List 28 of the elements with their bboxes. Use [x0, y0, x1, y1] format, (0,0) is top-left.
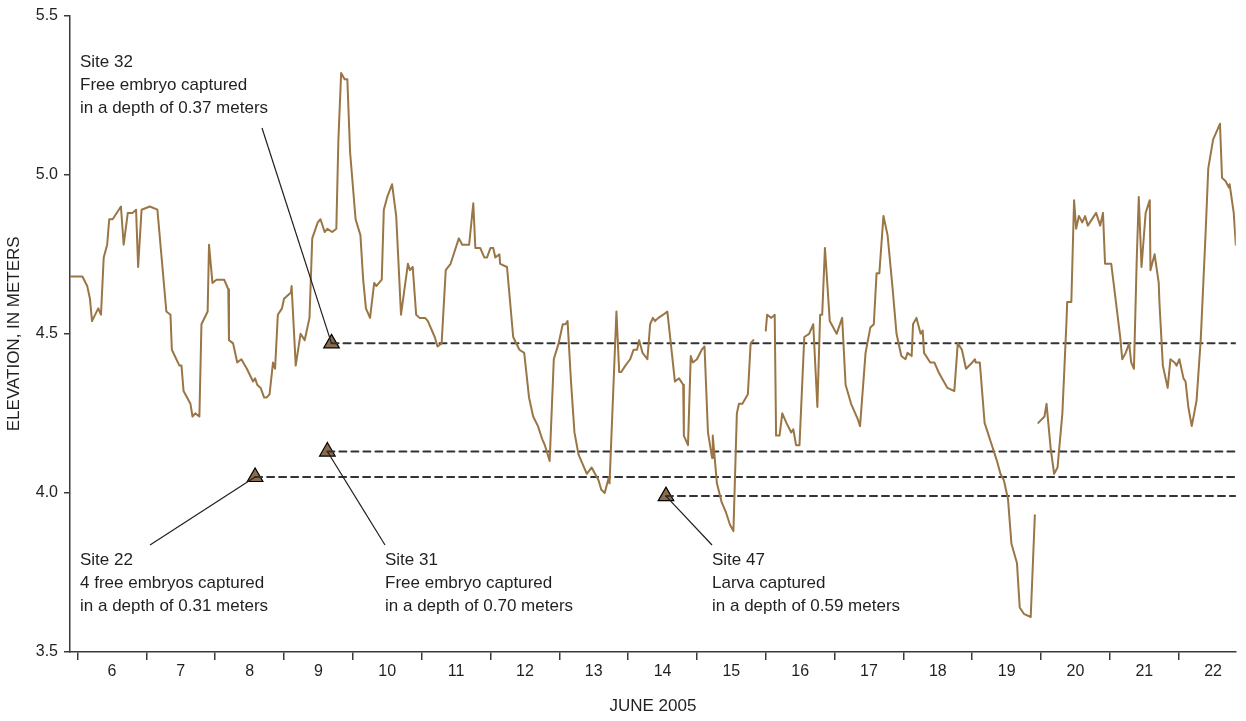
x-tick-label: 16 [791, 662, 810, 680]
x-tick-label: 14 [653, 662, 672, 680]
x-tick-label: 11 [447, 662, 465, 680]
x-tick-label: 21 [1135, 662, 1154, 680]
x-tick-label: 8 [245, 662, 255, 680]
x-tick-label: 17 [860, 662, 878, 680]
x-tick-label: 12 [516, 662, 534, 680]
y-tick-label: 5.0 [35, 165, 59, 183]
x-tick-label: 6 [107, 662, 117, 680]
y-tick-label: 4.0 [35, 483, 59, 501]
x-tick-label: 22 [1204, 662, 1223, 680]
x-tick-label: 9 [313, 662, 323, 680]
x-tick-label: 20 [1066, 662, 1085, 680]
annotation: Site 32 Free embryo captured in a depth of 0.37 meters [80, 51, 269, 117]
x-tick-label: 15 [722, 662, 741, 680]
y-tick-label: 3.5 [35, 642, 59, 660]
annotation: Site 31 Free embryo captured in a depth of 0.70 meters [385, 549, 574, 615]
y-tick-label: 5.5 [35, 6, 59, 24]
annotation: Site 47 Larva captured in a depth of 0.59 meters [712, 549, 901, 615]
y-tick-label: 4.5 [35, 324, 59, 342]
y-axis-title: ELEVATION, IN METERS [3, 236, 23, 432]
x-tick-label: 18 [928, 662, 947, 680]
annotation: Site 22 4 free embryos captured in a depth of 0.31 meters [80, 549, 269, 615]
x-tick-label: 13 [584, 662, 603, 680]
x-tick-label: 7 [176, 662, 186, 680]
x-tick-label: 19 [997, 662, 1016, 680]
x-axis-title: JUNE 2005 [609, 696, 697, 716]
x-tick-label: 10 [378, 662, 397, 680]
